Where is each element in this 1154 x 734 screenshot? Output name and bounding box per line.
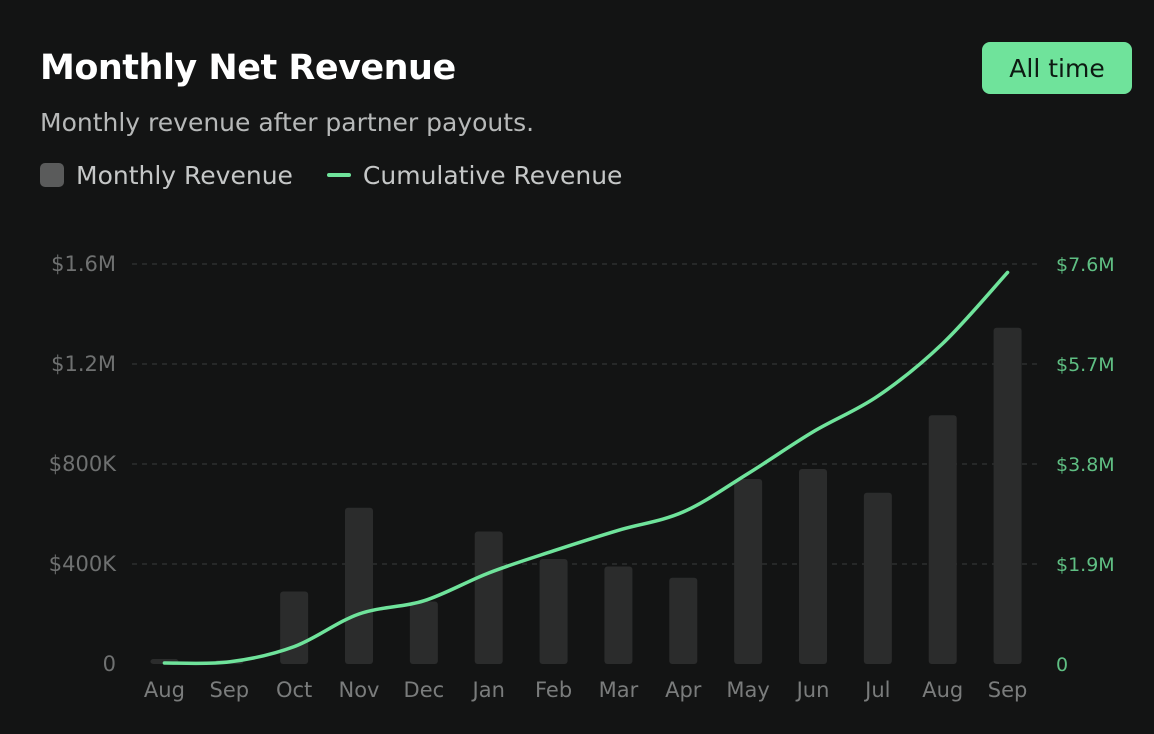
x-tick-label: Mar [599, 678, 639, 702]
y-right-tick-label: $3.8M [1056, 454, 1115, 476]
bar-swatch-icon [40, 163, 64, 187]
y-left-tick-label: $400K [49, 552, 117, 576]
revenue-bar [345, 507, 373, 664]
revenue-bar [409, 601, 438, 664]
x-tick-label: Dec [404, 678, 445, 702]
x-tick-label: Jan [471, 678, 505, 702]
y-left-tick-label: $800K [49, 452, 117, 476]
y-left-tick-label: 0 [103, 652, 116, 676]
revenue-bar [993, 327, 1022, 664]
y-left-tick-label: $1.6M [51, 252, 116, 276]
revenue-bar [734, 479, 763, 664]
chart-title: Monthly Net Revenue [40, 48, 456, 88]
cumulative-revenue-line [162, 270, 1010, 666]
x-tick-label: Sep [209, 678, 249, 702]
x-tick-label: Sep [988, 678, 1028, 702]
legend-item-cumulative-revenue[interactable]: Cumulative Revenue [326, 160, 623, 190]
y-right-tick-label: 0 [1056, 654, 1068, 676]
revenue-bar [280, 591, 309, 664]
line-swatch-icon [326, 173, 351, 177]
x-tick-label: Jun [795, 678, 830, 702]
revenue-bar [604, 566, 633, 664]
x-tick-label: Feb [535, 678, 572, 702]
y-left-tick-label: $1.2M [51, 352, 116, 376]
legend-item-monthly-revenue[interactable]: Monthly Revenue [40, 161, 293, 190]
time-range-button[interactable]: All time [982, 42, 1132, 94]
chart-subtitle: Monthly revenue after partner payouts. [40, 108, 535, 137]
chart-legend: Monthly Revenue Cumulative Revenue [40, 158, 656, 192]
revenue-bar [474, 531, 503, 664]
revenue-bar [928, 415, 957, 664]
x-tick-label: May [726, 678, 769, 702]
y-right-tick-label: $5.7M [1056, 354, 1115, 376]
revenue-bar [799, 469, 827, 664]
y-right-tick-label: $7.6M [1056, 254, 1115, 276]
legend-label-cumulative-revenue: Cumulative Revenue [362, 160, 623, 190]
x-tick-label: Oct [276, 678, 312, 702]
y-right-tick-label: $1.9M [1056, 554, 1115, 576]
x-tick-label: Nov [339, 678, 380, 702]
legend-label-monthly-revenue: Monthly Revenue [76, 160, 293, 190]
x-tick-label: Jul [863, 678, 890, 702]
x-tick-label: Aug [144, 678, 185, 702]
x-tick-label: Aug [922, 678, 963, 702]
revenue-bar [669, 577, 698, 664]
revenue-bar [539, 559, 568, 664]
revenue-bar [863, 492, 892, 664]
x-tick-label: Apr [665, 678, 702, 702]
